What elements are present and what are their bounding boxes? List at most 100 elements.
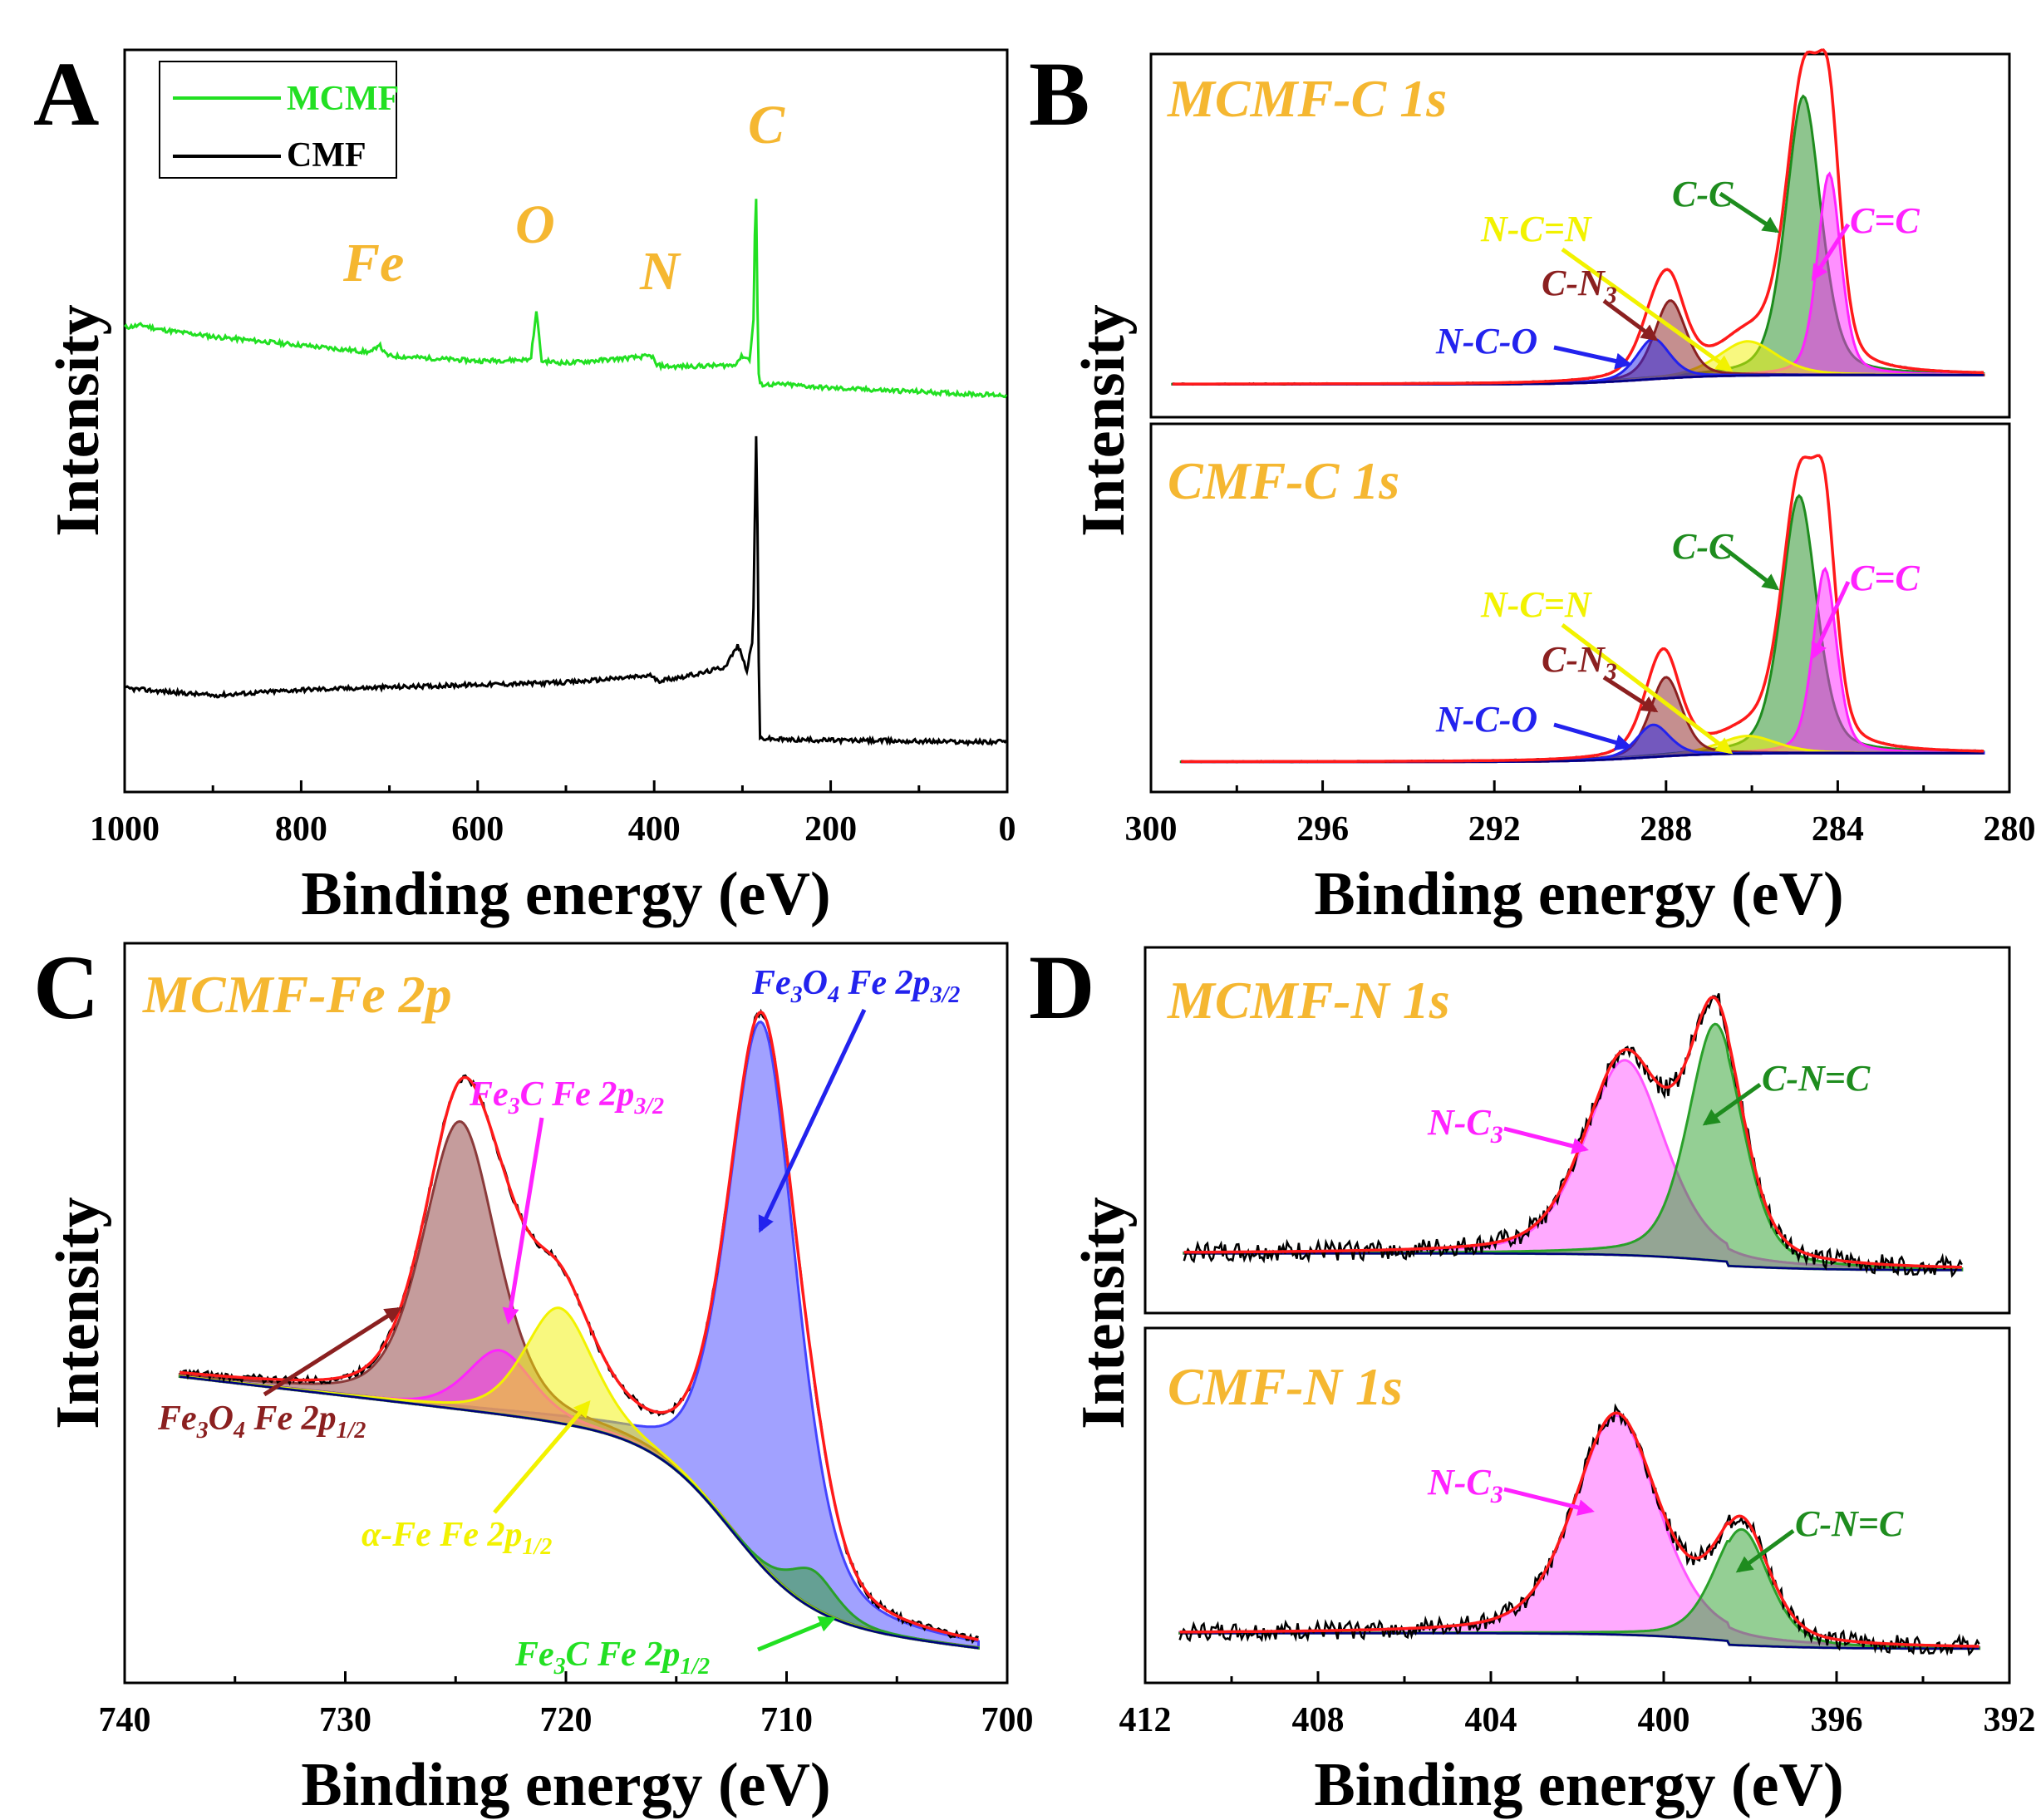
- arrow-fe3c-2p12: [757, 1616, 836, 1652]
- arrow-fe3o4-2p12: [263, 1306, 402, 1397]
- panel-d-1-envelope: [1179, 1411, 1980, 1648]
- arrow-nco-2: [1553, 722, 1632, 751]
- panel-b-tick-label: 280: [1984, 810, 2036, 849]
- panel-b-1-peak-0: [1179, 494, 1985, 764]
- x-ticks-c: 740 730 720 710 700: [99, 1671, 1034, 1739]
- panel-a-tick-label: 400: [628, 810, 681, 849]
- panel-b-tick-label: 284: [1812, 810, 1864, 849]
- x-axis-title-a: Binding energy (eV): [301, 860, 830, 928]
- x-ticks-d: 412 408 404 400 396 392: [1119, 1671, 2036, 1739]
- plot-title-c: MCMF-Fe 2p: [142, 965, 452, 1024]
- arrow-cnc-1: [1702, 1082, 1762, 1126]
- peak-label-cnc-2: C-N=C: [1795, 1503, 1904, 1544]
- x-axis-title-c: Binding energy (eV): [301, 1751, 830, 1819]
- peak-label-afe-2p12: α-Fe Fe 2p1/2: [361, 1516, 552, 1560]
- series-line-cmf: [124, 435, 1008, 747]
- y-axis-title-b: Intensity: [1070, 304, 1138, 537]
- panel-a-tick-label: 600: [451, 810, 504, 849]
- element-label-o: O: [515, 194, 555, 255]
- arrow-nc3-1: [1503, 1126, 1589, 1154]
- panel-a-tick-label: 200: [804, 810, 857, 849]
- panel-letter-b: B: [1029, 43, 1089, 145]
- spectra-c: [178, 1008, 980, 1650]
- panel-a: A 1000 800 600 400 200 0 MCMF CMF Fe O N C Bi…: [33, 43, 1016, 928]
- legend-a: MCMF CMF: [159, 61, 399, 179]
- panel-b-tick-label: 288: [1640, 810, 1692, 849]
- element-label-fe: Fe: [342, 233, 404, 293]
- arrow-ncn-2: [1561, 623, 1734, 755]
- element-label-c: C: [748, 95, 785, 155]
- panel-d-1-background: [1179, 1631, 1980, 1650]
- arrow-fe3c-2p32: [502, 1117, 544, 1325]
- plot-frame-b-top: [1149, 52, 2011, 419]
- legend-label-cmf: CMF: [287, 136, 366, 175]
- panel-b-tick-label: 292: [1468, 810, 1521, 849]
- panel-b-0-envelope: [1172, 48, 1984, 386]
- panel-b: B 300 296 292 288 284 280 MCMF-C 1s CMF-C 1s …: [1029, 43, 2036, 928]
- peak-label-c=c-2: C=C: [1850, 558, 1920, 598]
- panel-a-tick-label: 800: [275, 810, 327, 849]
- panel-d-tick-label: 412: [1119, 1701, 1172, 1739]
- panel-d: D 412 408 404 400 396 392 MCMF-N 1s CMF-N 1s …: [1029, 937, 2036, 1819]
- arrow-nco-1: [1553, 345, 1632, 370]
- arrow-afe-2p12: [493, 1399, 591, 1514]
- legend-label-mcmf: MCMF: [287, 80, 399, 118]
- panel-d-tick-label: 404: [1465, 1701, 1517, 1739]
- panel-b-1-envelope: [1181, 454, 1984, 764]
- panel-d-tick-label: 396: [1811, 1701, 1863, 1739]
- panel-letter-c: C: [33, 937, 99, 1038]
- arrow-cn3-1: [1602, 298, 1659, 342]
- panel-a-tick-label: 0: [999, 810, 1016, 849]
- peak-label-fe3c-2p32: Fe3C Fe 2p3/2: [469, 1075, 664, 1119]
- y-axis-title-a: Intensity: [44, 304, 112, 537]
- annotations-b-cmf: C-C C=C N-C=N C-N3 N-C-O: [1435, 526, 1920, 755]
- peak-label-fe3c-2p12: Fe3C Fe 2p1/2: [514, 1636, 710, 1680]
- panel-a-tick-label: 1000: [90, 810, 160, 849]
- peak-label-nc3-1: N-C3: [1427, 1102, 1503, 1149]
- panel-d-tick-label: 392: [1984, 1701, 2036, 1739]
- arrow-cc-2: [1719, 544, 1780, 591]
- arrow-ncn-1: [1561, 247, 1734, 372]
- subplot-title-d-mcmf: MCMF-N 1s: [1167, 971, 1450, 1030]
- panel-c-tick-label: 720: [540, 1701, 593, 1739]
- panel-letter-a: A: [33, 43, 99, 145]
- x-ticks-a: 1000 800 600 400 200 0: [90, 780, 1016, 849]
- peak-label-nc3-2: N-C3: [1427, 1462, 1503, 1508]
- panel-b-tick-label: 296: [1296, 810, 1349, 849]
- panel-c-tick-label: 700: [981, 1701, 1034, 1739]
- panel-d-0-envelope: [1183, 996, 1962, 1269]
- panel-b-tick-label: 300: [1125, 810, 1178, 849]
- y-axis-title-d: Intensity: [1070, 1197, 1138, 1429]
- peak-label-cnc-1: C-N=C: [1762, 1058, 1871, 1099]
- annotations-d-cmf: N-C3 C-N=C: [1427, 1462, 1904, 1573]
- subplot-title-d-cmf: CMF-N 1s: [1168, 1357, 1403, 1416]
- peak-label-ncn-2: N-C=N: [1480, 584, 1593, 625]
- subplot-title-b-mcmf: MCMF-C 1s: [1167, 69, 1447, 128]
- x-axis-title-d: Binding energy (eV): [1314, 1751, 1843, 1819]
- peak-label-fe3o4-2p32: Fe3O4 Fe 2p3/2: [751, 964, 960, 1008]
- panel-d-tick-label: 400: [1638, 1701, 1690, 1739]
- annotations-c: Fe3O4 Fe 2p3/2 Fe3C Fe 2p3/2 Fe3O4 Fe 2p…: [157, 964, 960, 1680]
- panel-c-envelope: [180, 1010, 979, 1641]
- arrow-cn3-2: [1602, 675, 1659, 713]
- x-ticks-b: 300 296 292 288 284 280: [1125, 780, 2036, 849]
- peak-label-cn3-1: C-N3: [1542, 263, 1617, 309]
- panel-c-tick-label: 730: [319, 1701, 371, 1739]
- element-label-n: N: [639, 241, 681, 302]
- series-line-mcmf: [123, 199, 1008, 399]
- annotations-b-mcmf: C-C C=C N-C=N C-N3 N-C-O: [1435, 174, 1920, 372]
- arrow-c=c-1: [1811, 223, 1851, 282]
- peak-label-nco-1: N-C-O: [1435, 321, 1537, 362]
- plot-frame-d-top: [1143, 946, 2011, 1315]
- y-axis-title-c: Intensity: [44, 1197, 112, 1429]
- arrow-cnc-2: [1735, 1528, 1795, 1573]
- panel-c-background: [180, 1375, 979, 1650]
- subplot-title-b-cmf: CMF-C 1s: [1168, 451, 1399, 510]
- spectra-d-cmf: [1178, 1403, 1981, 1656]
- x-axis-title-b: Binding energy (eV): [1314, 860, 1843, 928]
- peak-label-nco-2: N-C-O: [1435, 699, 1537, 740]
- peak-label-ncn-1: N-C=N: [1480, 209, 1593, 249]
- legend-box: [159, 61, 397, 179]
- spectra-d-mcmf: [1183, 993, 1964, 1278]
